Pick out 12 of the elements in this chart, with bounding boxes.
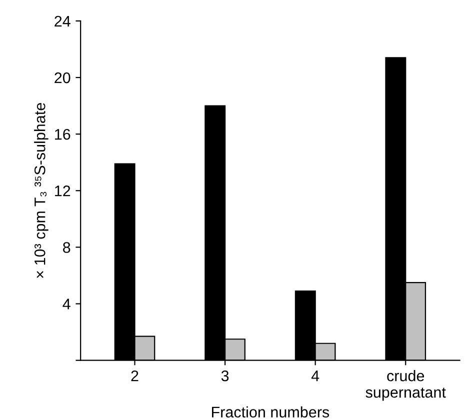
y-tick-label: 8 bbox=[63, 242, 70, 253]
y-axis-title: × 10³ cpm T₃ ³⁵S-sulphate bbox=[34, 103, 48, 278]
x-tick-label: 2 bbox=[131, 370, 138, 382]
y-tick-label: 20 bbox=[54, 72, 70, 84]
y-tick-label: 4 bbox=[62, 298, 70, 310]
x-tick-label: 3 bbox=[221, 370, 229, 382]
y-tick-label: 12 bbox=[55, 186, 70, 196]
x-axis-title: Fraction numbers bbox=[212, 406, 330, 418]
y-tick-label: 16 bbox=[55, 128, 70, 140]
x-tick-label: crude supernatant bbox=[366, 370, 446, 401]
x-tick-label: 4 bbox=[311, 370, 320, 382]
y-tick-label: 24 bbox=[54, 16, 70, 26]
